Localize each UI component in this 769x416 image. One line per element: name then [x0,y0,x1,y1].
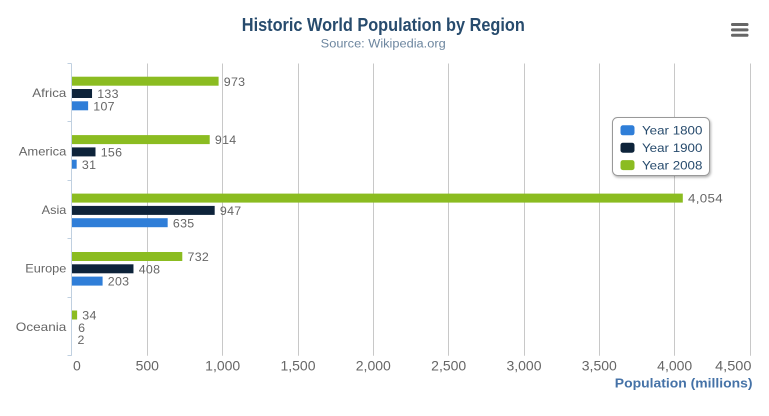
svg-text:Oceania: Oceania [16,320,67,334]
svg-text:6: 6 [78,321,85,335]
svg-text:133: 133 [97,87,119,101]
svg-text:0: 0 [73,357,81,373]
svg-text:3,000: 3,000 [506,357,541,373]
svg-text:2: 2 [78,333,85,347]
svg-text:914: 914 [215,133,237,147]
svg-text:408: 408 [139,262,161,276]
svg-text:Europe: Europe [25,261,66,275]
svg-text:1,500: 1,500 [280,357,315,373]
svg-text:4,500: 4,500 [715,357,752,373]
svg-text:156: 156 [101,146,123,160]
svg-text:4,054: 4,054 [688,192,723,206]
svg-text:635: 635 [173,216,195,230]
svg-text:973: 973 [224,75,246,89]
svg-text:Asia: Asia [42,203,67,217]
svg-text:2,500: 2,500 [431,357,466,373]
svg-text:34: 34 [82,309,96,323]
svg-text:2,000: 2,000 [356,357,391,373]
svg-text:America: America [19,145,67,159]
svg-text:107: 107 [93,99,115,113]
svg-text:947: 947 [220,204,242,218]
svg-text:Population (millions): Population (millions) [615,377,753,391]
svg-text:Historic World Population by R: Historic World Population by Region [242,15,525,35]
svg-text:4,000: 4,000 [657,357,692,373]
svg-text:Africa: Africa [32,86,66,100]
svg-text:732: 732 [188,250,210,264]
svg-text:500: 500 [136,357,160,373]
svg-text:Year 1800: Year 1800 [642,124,703,138]
svg-text:3,500: 3,500 [582,357,617,373]
svg-text:1,000: 1,000 [205,357,240,373]
svg-text:Year 2008: Year 2008 [642,158,703,172]
svg-text:Source: Wikipedia.org: Source: Wikipedia.org [321,39,446,51]
svg-text:Year 1900: Year 1900 [642,141,703,155]
svg-text:31: 31 [82,158,96,172]
svg-text:203: 203 [108,275,130,289]
